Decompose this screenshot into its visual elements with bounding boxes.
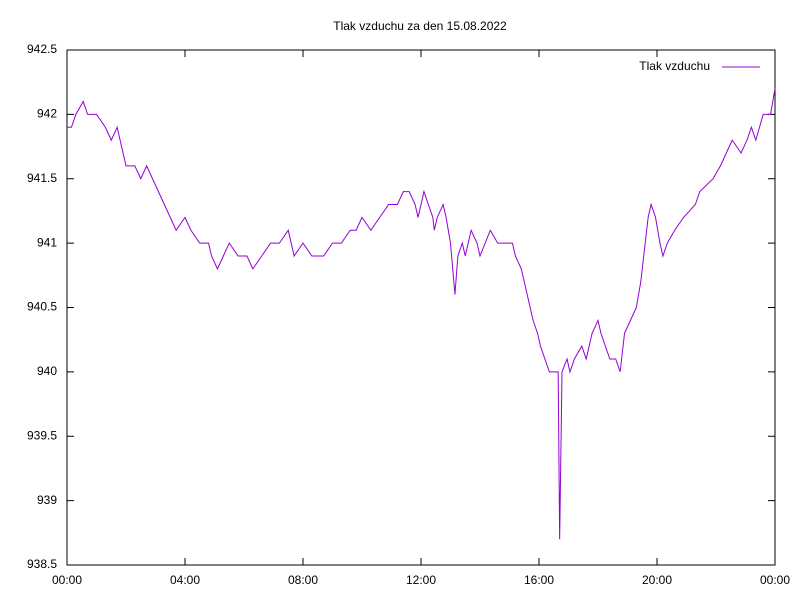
y-tick-label: 940 (37, 364, 57, 378)
x-tick-label: 00:00 (52, 573, 82, 587)
data-line (67, 88, 776, 540)
chart-title: Tlak vzduchu za den 15.08.2022 (333, 19, 507, 33)
y-tick-label: 939.5 (27, 428, 57, 442)
y-tick-label: 938.5 (27, 557, 57, 571)
x-tick-label: 20:00 (642, 573, 672, 587)
legend-label: Tlak vzduchu (639, 59, 710, 73)
x-tick-label: 12:00 (406, 573, 436, 587)
y-tick-label: 941 (37, 235, 57, 249)
y-tick-label: 940.5 (27, 300, 57, 314)
x-tick-label: 08:00 (288, 573, 318, 587)
y-tick-label: 941.5 (27, 171, 57, 185)
y-tick-label: 939 (37, 493, 57, 507)
x-tick-label: 16:00 (524, 573, 554, 587)
x-tick-label: 00:00 (760, 573, 790, 587)
y-tick-label: 942 (37, 107, 57, 121)
y-tick-label: 942.5 (27, 42, 57, 56)
x-tick-label: 04:00 (170, 573, 200, 587)
